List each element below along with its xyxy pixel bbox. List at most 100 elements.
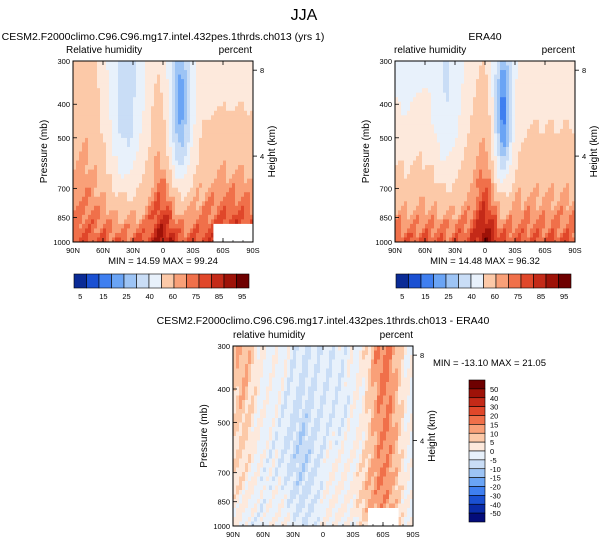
heatmap-cell	[530, 111, 534, 116]
heatmap-cell	[157, 111, 161, 116]
heatmap-cell	[524, 224, 528, 229]
heatmap-cell	[419, 138, 423, 143]
y2-tick-label: 8	[260, 66, 264, 75]
heatmap-cell	[542, 183, 546, 188]
heatmap-cell	[157, 79, 161, 84]
heatmap-cell	[148, 124, 152, 129]
heatmap-cell	[157, 188, 161, 193]
heatmap-cell	[112, 115, 116, 120]
heatmap-cell	[223, 192, 227, 197]
heatmap-cell	[554, 188, 558, 193]
heatmap-cell	[208, 138, 212, 143]
heatmap-cell	[208, 228, 212, 233]
heatmap-cell	[184, 179, 188, 184]
heatmap-cell	[106, 174, 110, 179]
heatmap-cell	[109, 84, 113, 89]
heatmap-cell	[115, 111, 119, 116]
heatmap-cell	[148, 197, 152, 202]
heatmap-cell	[506, 120, 510, 125]
heatmap-cell	[133, 79, 137, 84]
heatmap-cell	[166, 61, 170, 66]
heatmap-cell	[533, 79, 537, 84]
heatmap-cell	[196, 224, 200, 229]
heatmap-cell	[440, 183, 444, 188]
heatmap-cell	[491, 206, 495, 211]
heatmap-cell	[431, 188, 435, 193]
heatmap-cell	[449, 188, 453, 193]
heatmap-cell	[440, 79, 444, 84]
heatmap-cell	[443, 97, 447, 102]
heatmap-cell	[551, 233, 555, 238]
heatmap-cell	[419, 124, 423, 129]
heatmap-cell	[91, 233, 95, 238]
heatmap-cell	[235, 133, 239, 138]
heatmap-cell	[118, 102, 122, 107]
heatmap-cell	[82, 152, 86, 157]
heatmap-cell	[455, 170, 459, 175]
heatmap-cell	[512, 183, 516, 188]
heatmap-cell	[563, 233, 567, 238]
heatmap-cell	[410, 233, 414, 238]
heatmap-cell	[557, 79, 561, 84]
heatmap-cell	[482, 210, 486, 215]
heatmap-cell	[500, 88, 504, 93]
heatmap-cell	[554, 129, 558, 134]
heatmap-cell	[428, 219, 432, 224]
heatmap-cell	[217, 66, 221, 71]
heatmap-cell	[539, 165, 543, 170]
heatmap-cell	[151, 133, 155, 138]
heatmap-cell	[488, 124, 492, 129]
heatmap-cell	[172, 224, 176, 229]
heatmap-cell	[82, 106, 86, 111]
heatmap-cell	[404, 219, 408, 224]
heatmap-cell	[485, 66, 489, 71]
heatmap-cell	[440, 147, 444, 152]
heatmap-cell	[226, 129, 230, 134]
heatmap-cell	[88, 66, 92, 71]
heatmap-cell	[413, 70, 417, 75]
heatmap-cell	[100, 233, 104, 238]
heatmap-cell	[455, 79, 459, 84]
heatmap-cell	[533, 120, 537, 125]
heatmap-cell	[500, 188, 504, 193]
heatmap-cell	[97, 152, 101, 157]
heatmap-cell	[437, 79, 441, 84]
heatmap-cell	[244, 174, 248, 179]
heatmap-cell	[163, 70, 167, 75]
heatmap-cell	[464, 183, 468, 188]
heatmap-cell	[569, 129, 573, 134]
heatmap-cell	[88, 215, 92, 220]
heatmap-cell	[229, 102, 233, 107]
heatmap-cell	[151, 129, 155, 134]
heatmap-cell	[500, 142, 504, 147]
heatmap-cell	[202, 161, 206, 166]
heatmap-cell	[190, 102, 194, 107]
heatmap-cell	[434, 70, 438, 75]
heatmap-cell	[503, 84, 507, 89]
heatmap-cell	[500, 111, 504, 116]
heatmap-cell	[151, 219, 155, 224]
heatmap-cell	[238, 84, 242, 89]
heatmap-cell	[566, 133, 570, 138]
heatmap-cell	[233, 346, 237, 351]
heatmap-cell	[494, 133, 498, 138]
heatmap-cell	[220, 115, 224, 120]
heatmap-cell	[431, 124, 435, 129]
heatmap-cell	[407, 88, 411, 93]
heatmap-cell	[214, 156, 218, 161]
heatmap-cell	[398, 79, 402, 84]
heatmap-cell	[434, 84, 438, 89]
heatmap-cell	[482, 84, 486, 89]
heatmap-cell	[94, 215, 98, 220]
heatmap-cell	[118, 170, 122, 175]
heatmap-cell	[503, 88, 507, 93]
heatmap-cell	[410, 124, 414, 129]
heatmap-cell	[226, 106, 230, 111]
heatmap-cell	[121, 102, 125, 107]
heatmap-cell	[416, 88, 420, 93]
heatmap-cell	[145, 183, 149, 188]
heatmap-cell	[557, 106, 561, 111]
heatmap-cell	[458, 61, 462, 66]
heatmap-cell	[181, 156, 185, 161]
heatmap-cell	[476, 97, 480, 102]
